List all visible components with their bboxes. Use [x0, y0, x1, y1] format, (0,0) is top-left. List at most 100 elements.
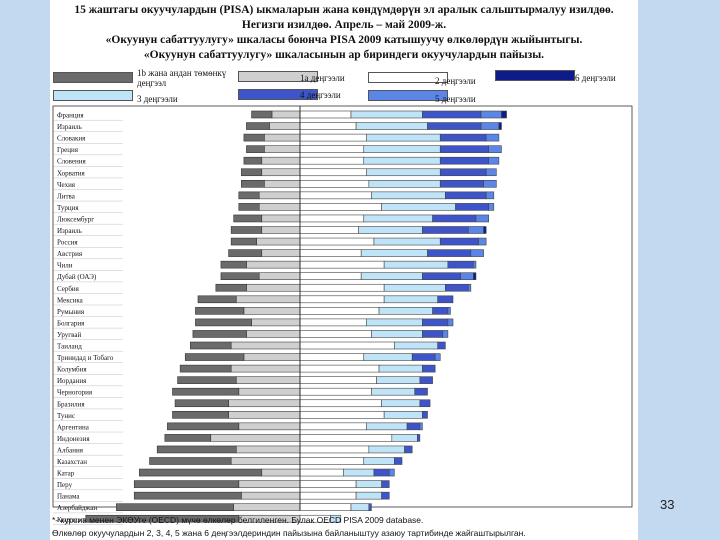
bar-segment-level-3 — [373, 237, 441, 246]
bar-segment-level-3 — [378, 307, 433, 315]
bar-segment-level-2 — [299, 226, 359, 234]
footnote-ordering: Өлкөлөр окуучулардын 2, 3, 4, 5 жана 6 д… — [52, 528, 526, 538]
bar-segment-level-1a — [210, 434, 301, 442]
bar-segment-level-1a — [228, 399, 301, 408]
legend-swatch-5 — [368, 90, 448, 101]
country-label: Словакия — [57, 135, 86, 143]
bar-segment-level-4 — [422, 410, 428, 419]
bar-segment-level-1a — [246, 330, 301, 338]
bar-segment-level-5 — [388, 468, 395, 477]
bar-segment-level-2 — [299, 468, 344, 477]
bar-segment-level-1b — [156, 445, 237, 454]
legend-label-1b: 1b жана андан төмөнкү деңгээл — [137, 68, 227, 88]
bar-segment-level-5 — [460, 272, 474, 281]
country-label: Чехия — [57, 181, 76, 189]
bar-segment-level-1a — [243, 353, 301, 361]
bar-segment-level-5 — [480, 122, 500, 130]
bar-segment-level-2 — [299, 318, 367, 327]
bar-segment-level-1b — [172, 410, 229, 419]
title-line-2: Негизги изилдөө. Апрель – май 2009-ж. — [241, 19, 447, 31]
bar-segment-level-4 — [445, 191, 487, 200]
bar-segment-level-2 — [299, 122, 357, 130]
bar-segment-level-3 — [376, 376, 421, 384]
bar-segment-level-5 — [419, 422, 423, 431]
bar-segment-level-4 — [422, 330, 444, 338]
bar-segment-level-5 — [475, 214, 490, 223]
bar-segment-level-1a — [261, 168, 301, 177]
country-label: Турция — [57, 204, 79, 212]
bar-segment-level-2 — [299, 330, 372, 338]
bar-segment-level-3 — [360, 249, 428, 257]
bar-segment-level-2 — [299, 307, 380, 315]
country-label: Перу — [57, 481, 73, 489]
bar-segment-level-2 — [299, 387, 372, 396]
country-label: Сербия — [57, 285, 80, 293]
bar-segment-level-4 — [439, 168, 487, 177]
bar-segment-level-6 — [498, 122, 502, 130]
legend-swatch-1b — [53, 72, 133, 83]
country-label: Россия — [57, 239, 78, 247]
country-label: Кыргызстан — [57, 516, 94, 524]
bar-segment-level-2 — [299, 283, 385, 292]
bar-segment-level-1b — [241, 180, 265, 188]
bar-segment-level-4 — [439, 156, 490, 165]
country-label: Тринидад и Тобаго — [57, 354, 114, 362]
bar-segment-level-1a — [261, 226, 301, 234]
country-label: Израиль — [57, 227, 82, 235]
bar-segment-level-1a — [251, 318, 301, 327]
bar-segment-level-4 — [432, 214, 477, 223]
bar-segment-level-5 — [480, 110, 502, 119]
bar-segment-level-1b — [192, 330, 247, 338]
page-number: 33 — [660, 497, 675, 512]
country-label: Азербайджан — [57, 504, 97, 512]
bar-segment-level-4 — [427, 249, 472, 257]
country-label: Бразилия — [57, 400, 85, 408]
bar-segment-level-1a — [230, 457, 301, 465]
bar-segment-level-1a — [269, 122, 301, 130]
bar-segment-level-1a — [271, 110, 301, 119]
bar-segment-level-2 — [299, 110, 352, 119]
bar-segment-level-5 — [467, 283, 472, 292]
country-label: Литва — [57, 192, 76, 200]
bar-segment-level-4 — [422, 226, 469, 234]
bar-segment-level-1a — [263, 133, 301, 142]
bar-segment-level-1a — [261, 249, 301, 257]
bar-segment-level-1b — [251, 110, 273, 119]
country-label: Панама — [57, 493, 80, 501]
bar-segment-level-3 — [371, 191, 446, 200]
bar-segment-level-4 — [381, 491, 390, 500]
bar-segment-level-3 — [368, 180, 441, 188]
bar-segment-level-4 — [411, 353, 436, 361]
country-label: Албания — [57, 446, 84, 454]
bar-segment-level-1b — [85, 514, 240, 523]
bar-segment-level-3 — [365, 318, 423, 327]
bar-segment-level-4 — [373, 468, 390, 477]
bar-segment-level-4 — [432, 307, 449, 315]
bar-segment-level-1b — [220, 272, 260, 281]
bar-segment-level-2 — [299, 180, 370, 188]
bar-segment-level-2 — [299, 399, 382, 408]
bar-segment-level-6 — [483, 226, 487, 234]
bar-segment-level-1b — [241, 168, 263, 177]
bar-segment-level-1a — [230, 341, 301, 350]
bar-segment-level-5 — [442, 330, 449, 338]
bar-segment-level-1a — [238, 480, 301, 488]
country-label: Словения — [57, 158, 87, 166]
bar-segment-level-1b — [133, 491, 242, 500]
bar-segment-level-1a — [230, 364, 301, 373]
bar-segment-level-3 — [355, 122, 428, 130]
bar-segment-level-4 — [406, 422, 421, 431]
bar-segment-level-1b — [184, 353, 245, 361]
bar-segment-level-4 — [422, 364, 436, 373]
country-label: Дубай (ОАЭ) — [57, 273, 97, 281]
bar-segment-level-4 — [414, 387, 428, 396]
bar-segment-level-1b — [215, 283, 247, 292]
bar-segment-level-4 — [455, 203, 489, 211]
legend-swatch-6 — [495, 70, 575, 81]
bar-segment-level-5 — [488, 145, 502, 153]
bar-segment-level-1a — [243, 307, 301, 315]
bar-segment-level-3 — [355, 480, 382, 488]
legend-swatch-1a — [238, 71, 318, 82]
footnote-source: *- курсив менен ЭКӨУге (OECD) мүчө өлкөл… — [52, 515, 424, 525]
bar-segment-level-3 — [378, 364, 423, 373]
